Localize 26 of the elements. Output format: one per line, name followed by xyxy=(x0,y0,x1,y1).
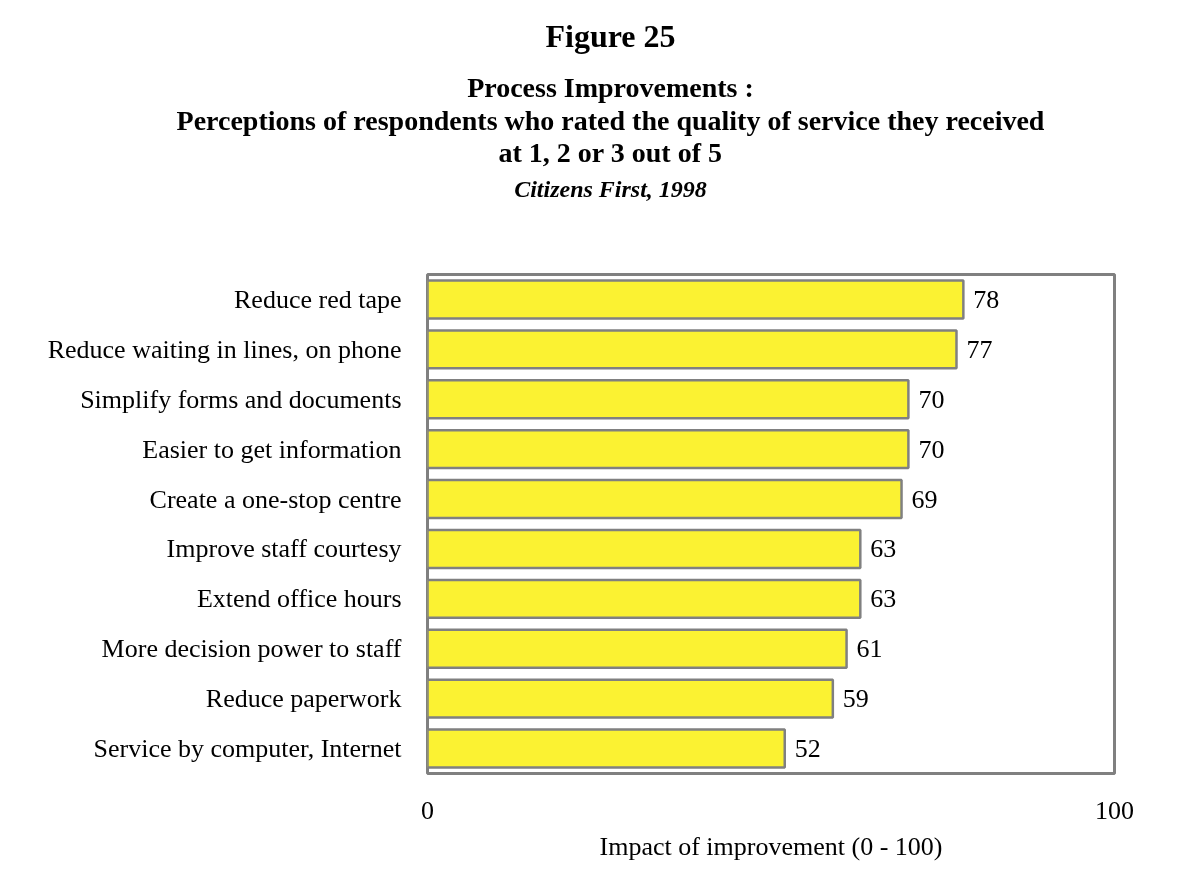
data-label: 63 xyxy=(870,584,897,614)
y-tick-label: Easier to get information xyxy=(142,434,402,464)
data-label: 78 xyxy=(973,284,1000,314)
x-axis-title: Impact of improvement (0 - 100) xyxy=(599,831,943,861)
x-tick-label: 100 xyxy=(1095,795,1134,825)
data-label: 77 xyxy=(966,334,993,364)
y-tick-label: Service by computer, Internet xyxy=(93,734,403,764)
data-label: 61 xyxy=(856,634,883,664)
y-tick-label: Reduce paperwork xyxy=(205,684,402,714)
y-tick-label: More decision power to staff xyxy=(101,634,402,664)
text: Citizens First, 1998 xyxy=(514,175,707,202)
y-tick-label: Reduce red tape xyxy=(234,284,402,314)
data-label: 63 xyxy=(870,534,897,564)
data-label: 70 xyxy=(918,384,945,414)
y-tick-label: Extend office hours xyxy=(196,584,402,614)
y-tick-label: Create a one-stop centre xyxy=(149,484,402,514)
data-label: 52 xyxy=(794,734,821,764)
x-tick-label: 0 xyxy=(421,795,434,825)
y-tick-label: Reduce waiting in lines, on phone xyxy=(47,334,402,364)
data-label: 59 xyxy=(842,684,869,714)
data-label: 69 xyxy=(911,484,938,514)
chart-subtitle: Process Improvements : Perceptions of respondents who rated the quality of service they received at 1, 2 or 3 out of 5 xyxy=(176,72,1045,168)
data-label: 70 xyxy=(918,434,945,464)
y-tick-label: Improve staff courtesy xyxy=(166,534,402,564)
y-tick-label: Simplify forms and documents xyxy=(80,384,402,414)
chart-title: Figure 25 xyxy=(545,17,676,54)
